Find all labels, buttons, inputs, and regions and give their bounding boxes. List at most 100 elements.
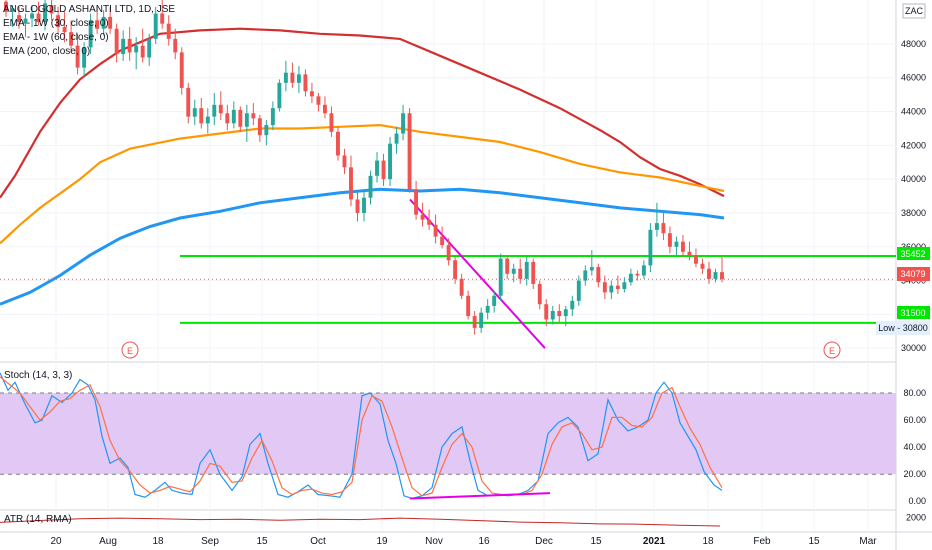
candle-body[interactable] [244, 113, 249, 127]
candle-body[interactable] [309, 91, 314, 97]
candle-body[interactable] [127, 38, 132, 53]
candle-body[interactable] [694, 255, 698, 264]
candle-body[interactable] [602, 282, 607, 293]
candle-body[interactable] [192, 108, 197, 117]
candle-body[interactable] [69, 32, 74, 46]
candle-body[interactable] [414, 189, 419, 215]
candle-body[interactable] [10, 8, 15, 12]
candle-body[interactable] [101, 16, 106, 29]
candle-body[interactable] [498, 258, 503, 296]
indicator-ema-200[interactable]: EMA (200, close, 0) [3, 46, 91, 57]
candle-body[interactable] [264, 125, 269, 136]
indicator-ema-1w-60[interactable]: EMA - 1W (60, close, 0) [3, 32, 109, 43]
ema200-line[interactable] [0, 187, 725, 306]
symbol-title[interactable]: ANGLOGOLD ASHANTI LTD, 1D, JSE [3, 4, 176, 15]
candle-body[interactable] [563, 309, 568, 317]
candle-body[interactable] [257, 118, 262, 136]
candle-body[interactable] [381, 160, 386, 180]
ema60-line[interactable] [0, 123, 725, 245]
price-pane[interactable] [0, 0, 896, 349]
candle-body[interactable] [453, 260, 458, 279]
candle-body[interactable] [362, 197, 366, 213]
candle-body[interactable] [472, 316, 477, 328]
candle-body[interactable] [707, 268, 711, 279]
candle-body[interactable] [179, 52, 184, 88]
candle-body[interactable] [355, 199, 360, 213]
candle-body[interactable] [296, 74, 301, 83]
candle-body[interactable] [700, 263, 705, 269]
candle-body[interactable] [485, 305, 490, 313]
candle-body[interactable] [173, 38, 178, 53]
candle-body[interactable] [231, 109, 236, 124]
candle-body[interactable] [628, 273, 633, 283]
candle-body[interactable] [720, 272, 724, 280]
candle-body[interactable] [407, 113, 412, 190]
candle-body[interactable] [388, 143, 392, 180]
candle-body[interactable] [440, 236, 445, 246]
candle-body[interactable] [290, 72, 295, 83]
candle-body[interactable] [43, 3, 48, 22]
atr-pane[interactable] [0, 517, 721, 527]
candle-body[interactable] [322, 104, 327, 114]
candle-body[interactable] [609, 285, 614, 293]
candle-body[interactable] [557, 310, 562, 317]
candle-body[interactable] [544, 304, 549, 320]
candle-body[interactable] [401, 113, 406, 134]
candle-body[interactable] [459, 278, 464, 296]
candle-body[interactable] [160, 13, 165, 24]
candle-body[interactable] [147, 38, 152, 58]
candle-body[interactable] [140, 45, 145, 58]
candle-body[interactable] [225, 113, 230, 124]
candle-body[interactable] [635, 273, 640, 276]
candle-body[interactable] [537, 283, 542, 305]
candle-body[interactable] [674, 241, 679, 247]
candle-body[interactable] [238, 109, 243, 127]
candle-body[interactable] [82, 47, 87, 68]
candle-body[interactable] [186, 87, 191, 117]
candle-body[interactable] [199, 108, 204, 124]
candle-body[interactable] [114, 28, 119, 55]
time-axis[interactable]: 20 Aug 18 Sep 15 Oct 19 Nov 16 Dec 15 2021 18 Feb 15 Ma… [50, 536, 877, 547]
candle-body[interactable] [30, 13, 34, 19]
candle-body[interactable] [88, 20, 93, 48]
candle-body[interactable] [576, 280, 581, 301]
candle-body[interactable] [153, 13, 158, 39]
earnings-marker[interactable]: E [121, 341, 139, 359]
earnings-marker[interactable]: E [823, 341, 841, 359]
candle-body[interactable] [511, 268, 516, 274]
candle-body[interactable] [622, 282, 627, 290]
candle-body[interactable] [205, 116, 210, 124]
stoch-pane[interactable] [0, 372, 896, 500]
candle-body[interactable] [283, 72, 288, 83]
trendline[interactable] [409, 198, 546, 349]
candle-body[interactable] [654, 223, 659, 230]
stoch-trendline[interactable] [409, 492, 551, 500]
candle-body[interactable] [420, 214, 425, 220]
candle-body[interactable] [336, 131, 340, 156]
candle-body[interactable] [570, 300, 575, 310]
candle-body[interactable] [17, 15, 21, 22]
candle-body[interactable] [95, 20, 100, 29]
candle-body[interactable] [518, 268, 523, 279]
candle-body[interactable] [661, 223, 666, 234]
ema30-line[interactable] [0, 27, 725, 199]
candle-body[interactable] [342, 155, 347, 168]
candle-body[interactable] [49, 5, 54, 14]
candle-body[interactable] [713, 272, 718, 279]
chart-legend[interactable]: ANGLOGOLD ASHANTI LTD, 1D, JSE EMA - 1W … [3, 3, 175, 59]
candle-body[interactable] [446, 245, 451, 261]
candle-body[interactable] [303, 74, 308, 92]
candle-body[interactable] [427, 219, 432, 225]
candle-body[interactable] [531, 261, 536, 284]
candle-body[interactable] [368, 175, 373, 198]
candle-body[interactable] [329, 113, 334, 132]
candle-body[interactable] [75, 45, 80, 68]
candle-body[interactable] [492, 295, 497, 306]
candle-body[interactable] [23, 18, 28, 24]
candle-body[interactable] [596, 267, 601, 283]
candle-body[interactable] [680, 241, 685, 252]
candle-body[interactable] [277, 82, 282, 109]
candle-body[interactable] [433, 224, 438, 237]
candle-body[interactable] [218, 104, 223, 114]
